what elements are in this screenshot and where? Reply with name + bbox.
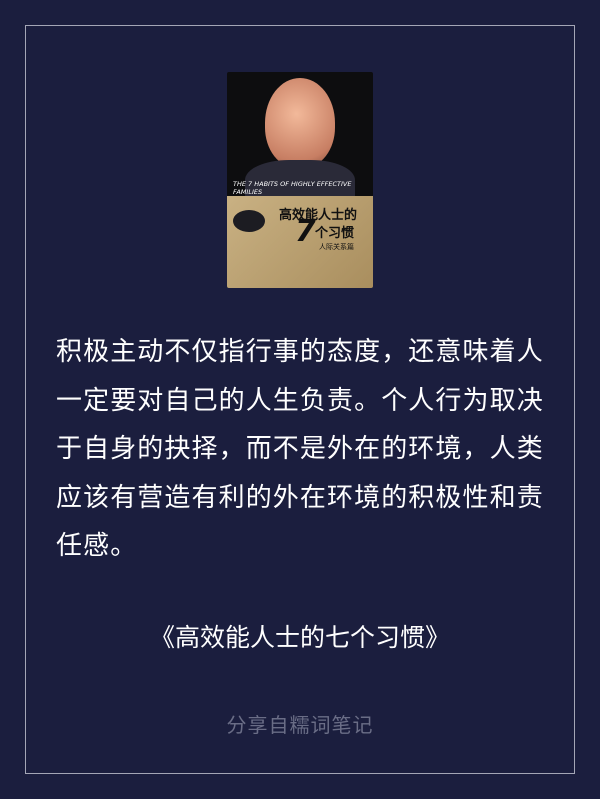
cover-title-en: THE 7 HABITS OF HIGHLY EFFECTIVE FAMILIE… (233, 180, 352, 196)
cover-badge (233, 210, 265, 232)
book-cover: THE 7 HABITS OF HIGHLY EFFECTIVE FAMILIE… (227, 72, 373, 288)
cover-number: 7 (295, 214, 316, 249)
portrait (265, 78, 335, 168)
cover-title-cn-2: 个习惯 (315, 226, 355, 241)
cover-tag: 人际关系篇 (319, 243, 354, 251)
quote: 积极主动不仅指行事的态度，还意味着人一定要对自己的人生负责。个人行为取决于自身的… (56, 337, 544, 561)
footer: 分享自糯词笔记 (226, 713, 374, 737)
book-title: 《高效能人士的七个习惯》 (149, 623, 450, 652)
cover-title-cn: 高效能人士的 (279, 208, 358, 223)
frame (25, 25, 575, 774)
